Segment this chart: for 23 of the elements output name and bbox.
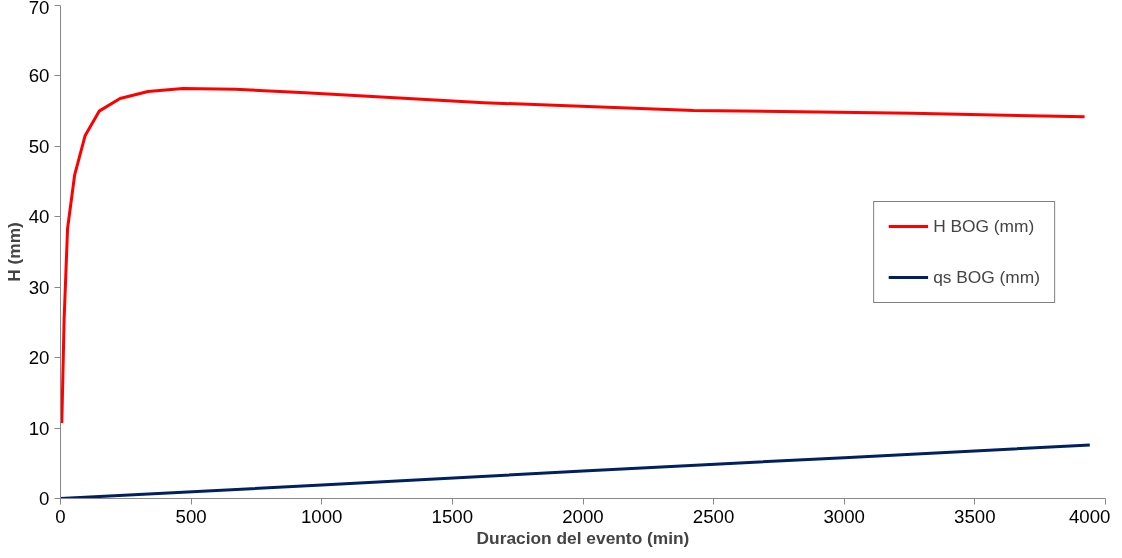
y-tick-label: 50 bbox=[28, 135, 50, 157]
line-series bbox=[60, 443, 1092, 499]
y-tick-label: 40 bbox=[28, 206, 50, 228]
x-tick-label: 1500 bbox=[431, 505, 474, 527]
x-tick-label: 1000 bbox=[301, 505, 343, 527]
x-axis-title: Duracion del evento (min) bbox=[476, 527, 690, 548]
y-tick-label: 60 bbox=[28, 65, 50, 87]
y-tick-label: 30 bbox=[28, 276, 50, 298]
x-tick-label: 500 bbox=[175, 505, 207, 527]
y-tick-label: 20 bbox=[28, 347, 50, 369]
line-series bbox=[60, 87, 1087, 425]
x-tick-label: 3500 bbox=[954, 505, 996, 527]
x-tick-label: 3000 bbox=[823, 505, 866, 527]
legend-label: qs BOG (mm) bbox=[933, 266, 1040, 288]
x-tick-label: 2000 bbox=[562, 505, 604, 527]
y-tick-label: 70 bbox=[28, 0, 50, 18]
legend-label: H BOG (mm) bbox=[933, 215, 1035, 237]
y-axis-title: H (mm) bbox=[3, 222, 24, 282]
x-tick-label: 4000 bbox=[1069, 505, 1111, 527]
x-tick-label: 2500 bbox=[692, 505, 735, 527]
y-tick-label: 10 bbox=[28, 417, 50, 439]
x-tick-label: 0 bbox=[55, 505, 66, 527]
y-tick-label: 0 bbox=[39, 488, 50, 509]
